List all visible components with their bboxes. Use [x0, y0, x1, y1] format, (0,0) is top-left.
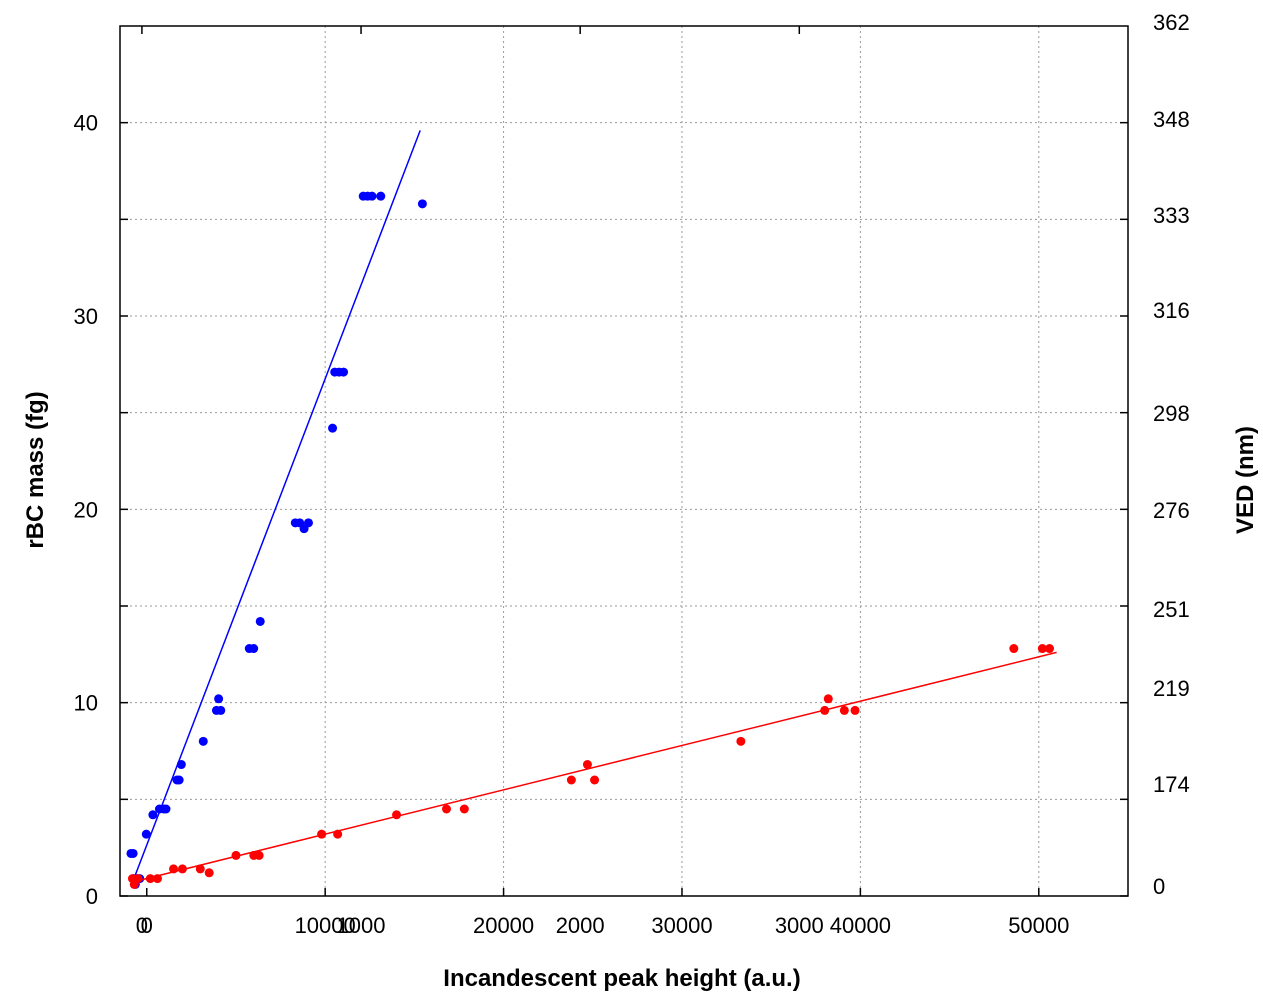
series-1-point [333, 829, 343, 839]
y-right-tick-label: 348 [1153, 107, 1190, 132]
series-0-point [216, 705, 226, 715]
series-0-point [339, 367, 349, 377]
x-bottom-tick-label: 10000 [295, 913, 356, 938]
y-right-tick-label: 333 [1153, 203, 1190, 228]
series-layer [126, 130, 1057, 889]
series-1-point [582, 760, 592, 770]
x-top-tick-label: 3000 [775, 913, 824, 938]
series-1-point [145, 874, 155, 884]
series-1-point [823, 694, 833, 704]
series-0-point [214, 694, 224, 704]
y-left-tick-label: 10 [74, 691, 98, 716]
series-1-point [590, 775, 600, 785]
series-1-point [1037, 644, 1047, 654]
series-1-point [850, 705, 860, 715]
y-right-tick-label: 174 [1153, 772, 1190, 797]
series-1-point [459, 804, 469, 814]
series-0-point [174, 775, 184, 785]
plot-frame [119, 25, 1129, 897]
x-bottom-tick-label: 40000 [830, 913, 891, 938]
series-1-point [152, 874, 162, 884]
series-0-point [376, 191, 386, 201]
y-right-tick-label: 0 [1153, 874, 1165, 899]
series-1-point [177, 864, 187, 874]
y-left-tick-label: 30 [74, 304, 98, 329]
series-1-point [1009, 644, 1019, 654]
series-0-point [128, 848, 138, 858]
x-top-tick-label: 1000 [337, 913, 386, 938]
series-1-point [736, 736, 746, 746]
y-right-tick-label: 219 [1153, 676, 1190, 701]
y-left-tick-label: 20 [74, 497, 98, 522]
x-top-tick-label: 0 [136, 913, 148, 938]
series-0-point [141, 829, 151, 839]
y-left-tick-label: 40 [74, 111, 98, 136]
series-1-point [839, 705, 849, 715]
series-0-point [161, 804, 171, 814]
series-0-point [367, 191, 377, 201]
series-0-point [417, 199, 427, 209]
y-right-tick-label: 362 [1153, 10, 1190, 35]
x-bottom-tick-label: 0 [141, 913, 153, 938]
series-1-point [566, 775, 576, 785]
series-1-point [133, 874, 143, 884]
y-right-tick-label: 276 [1153, 498, 1190, 523]
series-1-point [231, 850, 241, 860]
series-1-point [820, 705, 830, 715]
series-1-point [254, 850, 264, 860]
x-bottom-tick-label: 20000 [473, 913, 534, 938]
series-0-point [303, 518, 313, 528]
y-right-tick-label: 316 [1153, 298, 1190, 323]
x-bottom-tick-label: 50000 [1008, 913, 1069, 938]
series-1-fit-line [130, 651, 1057, 884]
x-top-tick-label: 2000 [556, 913, 605, 938]
series-0-point [148, 810, 158, 820]
x-bottom-tick-label: 30000 [651, 913, 712, 938]
series-0-point [198, 736, 208, 746]
y-left-tick-label: 0 [86, 884, 98, 909]
series-1-point [169, 864, 179, 874]
series-0-fit-line [130, 130, 421, 887]
series-0-point [249, 644, 259, 654]
x-axis-title: Incandescent peak height (a.u.) [443, 965, 800, 992]
series-1-point [1045, 644, 1055, 654]
grid-layer [120, 26, 1128, 896]
series-0-point [176, 760, 186, 770]
y-right-tick-label: 251 [1153, 597, 1190, 622]
series-1-point [317, 829, 327, 839]
series-0-point [328, 423, 338, 433]
y2-axis-title: VED (nm) [1232, 426, 1259, 534]
y-axis-title: rBC mass (fg) [22, 391, 49, 548]
series-1-point [204, 868, 214, 878]
y-right-tick-label: 298 [1153, 401, 1190, 426]
series-1-point [392, 810, 402, 820]
series-1-point [195, 864, 205, 874]
series-1-point [441, 804, 451, 814]
series-0-point [255, 616, 265, 626]
axes-layer: 0 10 20 30 40 0 174 219 251 276 298 316 333 348 362 0 10… [74, 10, 1190, 938]
